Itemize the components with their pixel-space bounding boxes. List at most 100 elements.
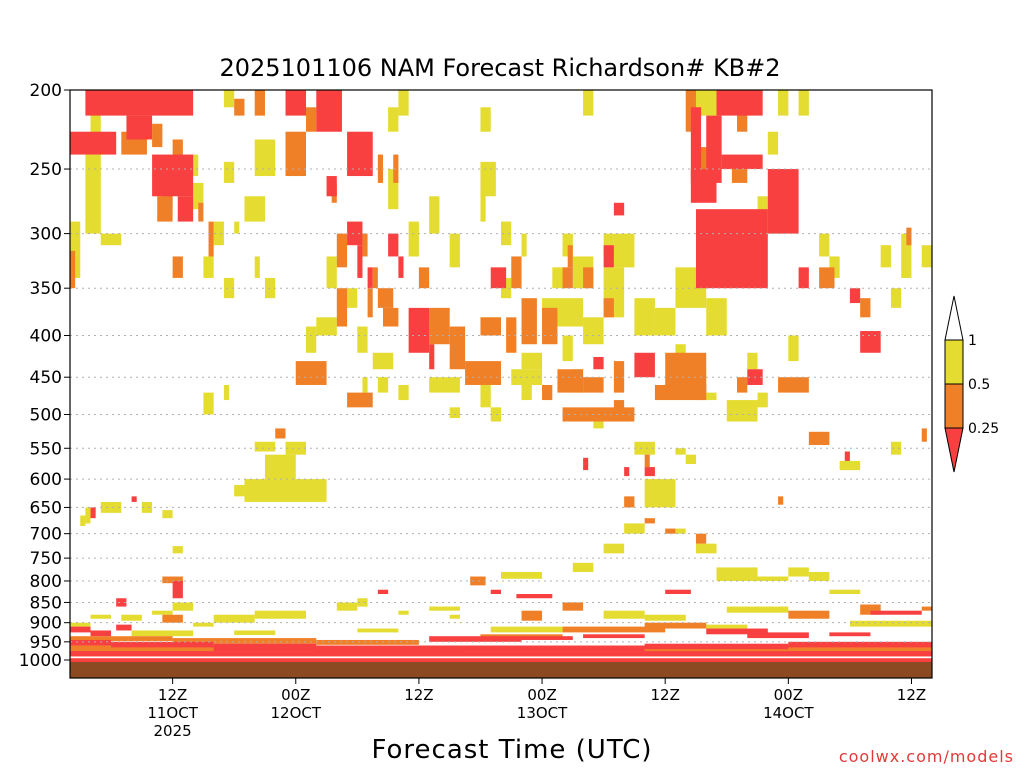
heatmap-cell-yellow xyxy=(70,221,81,278)
legend-label-1: 1 xyxy=(968,333,977,349)
heatmap-cell-orange xyxy=(285,131,307,177)
heatmap-cell-red xyxy=(213,643,317,652)
heatmap-cell-orange xyxy=(418,267,430,289)
heatmap-cell-orange xyxy=(731,169,748,183)
legend-bin-0.25-0.5 xyxy=(944,383,964,429)
heatmap-cell-orange xyxy=(172,638,317,644)
heatmap-cell-orange xyxy=(429,307,450,345)
heatmap-cell-yellow xyxy=(80,515,86,527)
legend-bin-below-0.25 xyxy=(944,427,964,473)
heatmap-cell-yellow xyxy=(521,352,543,370)
heatmap-cell-yellow xyxy=(362,377,368,393)
heatmap-cell-yellow xyxy=(234,484,245,497)
heatmap-cell-yellow xyxy=(398,384,409,401)
heatmap-cell-yellow xyxy=(747,576,789,581)
heatmap-cell-orange xyxy=(316,639,419,645)
heatmap-cell-orange xyxy=(613,361,625,393)
heatmap-cell-red xyxy=(613,202,625,216)
heatmap-cell-red xyxy=(829,632,871,637)
y-tick-label-850: 850 xyxy=(30,593,62,613)
heatmap-cell-red xyxy=(798,267,809,289)
heatmap-cell-red xyxy=(870,610,922,615)
heatmap-cell-yellow xyxy=(223,90,235,108)
heatmap-cell-orange xyxy=(860,604,881,615)
heatmap-cell-orange xyxy=(921,428,927,442)
heatmap-cell-yellow xyxy=(480,384,491,408)
heatmap-cell-red xyxy=(644,467,655,477)
heatmap-cell-yellow xyxy=(85,507,91,524)
y-tick-label-500: 500 xyxy=(30,406,62,426)
heatmap-cell-orange xyxy=(377,154,383,183)
y-tick-label-700: 700 xyxy=(30,525,62,545)
heatmap-cell-red xyxy=(706,115,722,183)
heatmap-cells xyxy=(70,90,932,664)
heatmap-cell-orange xyxy=(198,202,204,222)
heatmap-cell-yellow xyxy=(398,610,409,615)
ground-layer xyxy=(70,662,932,678)
heatmap-cell-yellow xyxy=(449,614,460,619)
heatmap-cell-orange xyxy=(362,233,368,257)
x-tick-label-54: 12Z xyxy=(651,686,680,704)
heatmap-cell-red xyxy=(860,331,881,353)
heatmap-cell-red xyxy=(665,589,691,595)
y-tick-label-650: 650 xyxy=(30,498,62,518)
heatmap-cell-orange xyxy=(737,107,748,132)
heatmap-cell-yellow xyxy=(521,384,532,401)
heatmap-cell-yellow xyxy=(624,523,645,534)
heatmap-cell-red xyxy=(603,245,614,268)
heatmap-cell-orange xyxy=(152,123,163,148)
heatmap-cell-red xyxy=(152,154,194,197)
heatmap-cell-yellow xyxy=(757,392,768,408)
heatmap-cell-orange xyxy=(644,622,707,629)
heatmap-cell-orange xyxy=(654,384,707,401)
heatmap-cell-red xyxy=(70,639,112,646)
heatmap-cell-yellow xyxy=(306,326,317,353)
heatmap-cell-red xyxy=(85,90,194,116)
heatmap-cell-yellow xyxy=(85,154,101,234)
y-tick-label-450: 450 xyxy=(30,368,62,388)
heatmap-cell-red xyxy=(849,288,861,304)
heatmap-cell-orange xyxy=(521,298,537,345)
heatmap-cell-orange xyxy=(306,107,317,132)
heatmap-cell-orange xyxy=(506,317,517,353)
heatmap-cell-yellow xyxy=(808,572,830,581)
heatmap-cell-yellow xyxy=(480,161,496,197)
heatmap-cell-yellow xyxy=(890,288,902,308)
heatmap-cell-yellow xyxy=(880,245,891,268)
heatmap-cell-orange xyxy=(557,369,584,393)
y-tick-label-350: 350 xyxy=(30,279,62,299)
heatmap-cell-yellow xyxy=(839,460,861,471)
x-tick-date-6: 11OCT xyxy=(147,704,198,722)
heatmap-cell-orange xyxy=(542,384,553,401)
heatmap-cell-yellow xyxy=(890,441,902,455)
heatmap-cell-yellow xyxy=(152,610,173,615)
heatmap-cell-yellow xyxy=(583,317,604,345)
heatmap-cell-orange xyxy=(254,90,265,116)
y-tick-label-200: 200 xyxy=(30,81,62,101)
heatmap-cell-yellow xyxy=(767,131,779,155)
heatmap-cell-red xyxy=(70,658,932,664)
heatmap-cell-red xyxy=(429,344,435,370)
heatmap-cell-orange xyxy=(521,610,543,621)
heatmap-cell-orange xyxy=(644,454,650,468)
heatmap-cell-orange xyxy=(70,636,173,642)
heatmap-cell-orange xyxy=(511,256,522,289)
heatmap-cell-red xyxy=(367,267,373,289)
heatmap-cell-yellow xyxy=(675,528,686,534)
watermark: coolwx.com/models xyxy=(839,747,1014,766)
heatmap-cell-yellow xyxy=(829,256,840,278)
heatmap-cell-yellow xyxy=(562,335,573,362)
heatmap-cell-red xyxy=(624,467,630,477)
heatmap-cell-red xyxy=(593,356,604,370)
heatmap-cell-orange xyxy=(542,307,558,345)
heatmap-cell-yellow xyxy=(654,307,676,336)
heatmap-cell-yellow xyxy=(121,614,142,621)
heatmap-cell-yellow xyxy=(254,610,307,619)
heatmap-cell-red xyxy=(408,307,430,353)
heatmap-cell-orange xyxy=(788,610,830,619)
x-axis-label: Forecast Time (UTC) xyxy=(371,735,652,765)
x-tick-date-42: 13OCT xyxy=(517,704,568,722)
heatmap-cell-red xyxy=(131,496,137,502)
plot-frame xyxy=(69,89,933,679)
heatmap-cell-yellow xyxy=(203,392,214,415)
